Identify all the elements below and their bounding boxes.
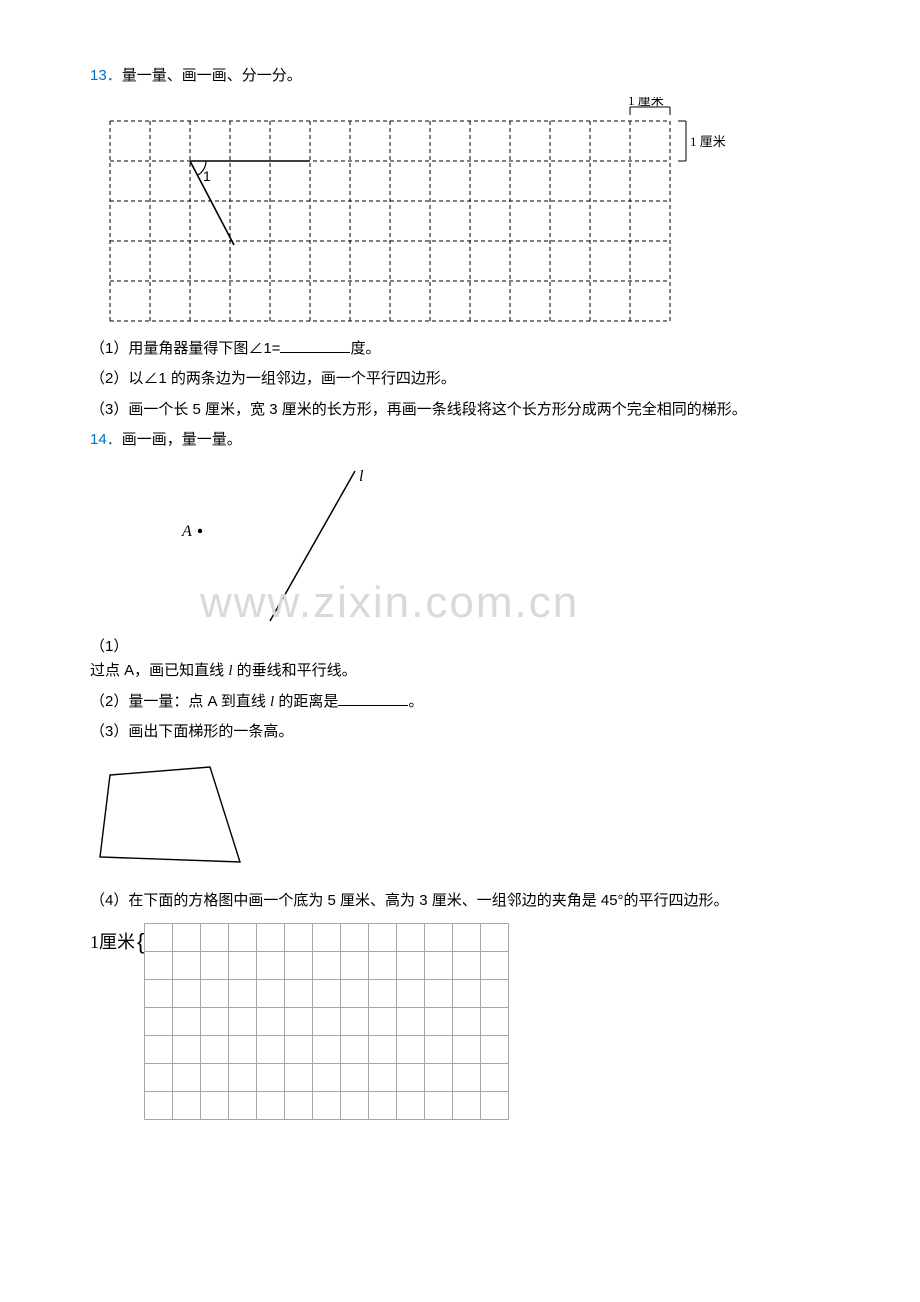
q13-sub3: （3）画一个长 5 厘米，宽 3 厘米的长方形，再画一条线段将这个长方形分成两个… (90, 396, 830, 425)
svg-text:l: l (359, 468, 364, 485)
q13-num: 13 (90, 67, 107, 84)
q14-sub2-post: 。 (408, 693, 423, 710)
q14-grid2-label: 1厘米 (90, 925, 135, 959)
q14-fig1-wrap: www.zixin.com.cn Al (90, 461, 830, 631)
q14-trapezoid-figure (90, 757, 260, 877)
q14-sub2-pre: （2）量一量：点 A 到直线 l 的距离是 (90, 693, 338, 710)
q14-title: 画一画，量一量。 (122, 431, 242, 448)
svg-text:1 厘米: 1 厘米 (628, 97, 664, 108)
q14-sub2: （2）量一量：点 A 到直线 l 的距离是 。 (90, 688, 830, 717)
q14-sub4: （4）在下面的方格图中画一个底为 5 厘米、高为 3 厘米、一组邻边的夹角是 4… (90, 887, 830, 916)
q14-sub2-blank (338, 690, 408, 706)
q14-sub1-line: 过点 A，画已知直线 l 的垂线和平行线。 (90, 657, 830, 686)
svg-text:1: 1 (203, 168, 211, 184)
q14-sub1-text: 过点 A，画已知直线 l 的垂线和平行线。 (90, 662, 357, 679)
q14-title-line: 14．画一画，量一量。 (90, 426, 830, 455)
q13-title-line: 13．量一量、画一画、分一分。 (90, 62, 830, 91)
q14-line-point-figure: Al (140, 461, 400, 631)
q13-grid-figure: 1 厘米 1 厘米 1 (90, 97, 740, 329)
q14-grid2-row: 1厘米{ (90, 923, 830, 1121)
q13-sub2: （2）以∠1 的两条边为一组邻边，画一个平行四边形。 (90, 365, 830, 394)
q13-title: 量一量、画一画、分一分。 (122, 67, 302, 84)
q14-sub3: （3）画出下面梯形的一条高。 (90, 718, 830, 747)
q13-sub1: （1）用量角器量得下图∠1= 度。 (90, 335, 830, 364)
svg-text:1 厘米: 1 厘米 (690, 134, 726, 149)
q14-num: 14 (90, 431, 107, 448)
q13-sub1-blank (280, 337, 350, 353)
q14-grid2-brace: { (137, 921, 144, 963)
q13-sub1-pre: （1）用量角器量得下图∠1= (90, 340, 280, 357)
q14-sep: ． (107, 431, 122, 448)
q13-sub1-post: 度。 (350, 340, 380, 357)
q14-grid2-figure (144, 923, 510, 1121)
q13-sep: ． (107, 67, 122, 84)
svg-text:A: A (181, 523, 192, 540)
